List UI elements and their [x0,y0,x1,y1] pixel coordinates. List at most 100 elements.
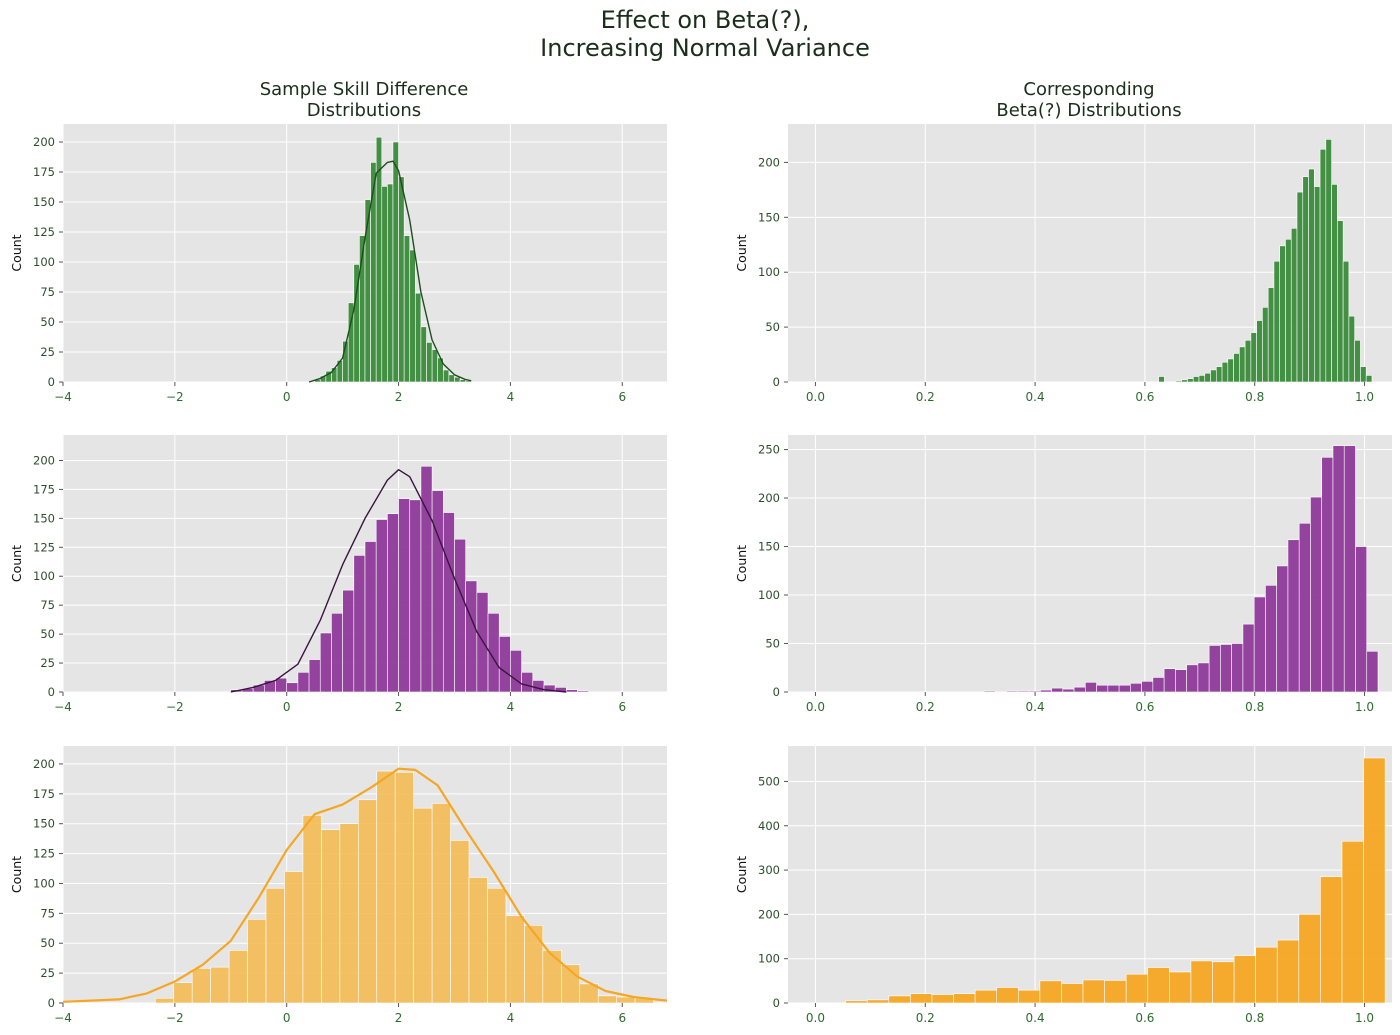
histogram-bar [910,993,933,1004]
histogram-bar [1308,168,1315,383]
histogram-bar [1296,191,1304,383]
histogram-bar [1319,148,1327,383]
histogram-bar [1187,378,1194,383]
y-tick-label: 100 [758,265,780,279]
histogram-bar [319,632,332,693]
histogram-bar [1169,971,1192,1004]
x-tick-label: 0.6 [1135,1011,1154,1025]
histogram-bar [1267,287,1275,383]
panel-middle-left: −4 −2 0 2 4 6 0 25 50 75 100 125 150 175 200 Count [9,435,667,714]
right-column-title-line2: Beta(?) Distributions [996,100,1181,121]
histogram-bar [1253,596,1266,693]
y-tick-label: 50 [765,637,780,651]
y-tick-label: 0 [773,685,780,699]
y-tick-label: 150 [758,540,780,554]
histogram-bar [1337,220,1344,383]
histogram-bar [468,877,488,1004]
x-tick-label: 0 [283,390,291,404]
histogram-bar [265,887,285,1004]
x-tick-label: 0 [283,1011,291,1025]
histogram-bar [1276,565,1289,693]
histogram-bar [1331,184,1338,383]
histogram-bar [1125,973,1149,1004]
y-tick-label: 150 [758,210,780,224]
histogram-bar [1302,176,1309,383]
histogram-bar [1366,650,1379,693]
panel-top-right: 0.0 0.2 0.4 0.6 0.8 1.0 0 50 100 150 200 Count [734,124,1392,404]
histogram-bar [364,541,377,693]
histogram-bar [1147,967,1170,1004]
y-axis-label: Count [9,545,24,582]
histogram-bar [1062,688,1075,693]
x-tick-label: 0.4 [1026,1011,1045,1025]
histogram-bar [1017,690,1030,693]
y-tick-label: 50 [765,320,780,334]
histogram-bar [1273,260,1281,383]
y-tick-label: 125 [33,540,55,554]
histogram-bar [532,680,545,693]
histogram-bar [1343,445,1356,693]
histogram-bar [1354,339,1361,383]
histogram-bar [1363,757,1386,1004]
histogram-bar [521,672,534,693]
histogram-bar [210,966,230,1004]
histogram-bar [1360,366,1367,383]
histogram-bar [1039,980,1062,1004]
histogram-bar [364,199,371,383]
histogram-bar [1221,361,1229,383]
histogram-bar [1290,227,1298,383]
histogram-bar [321,829,341,1004]
histogram-bar [1239,346,1246,383]
histogram-bar [409,499,422,693]
x-tick-label: 1.0 [1355,390,1374,404]
histogram-bar [1256,320,1263,383]
histogram-bar [1231,643,1244,693]
histogram-bar [1298,914,1321,1004]
histogram-bar [1017,989,1041,1004]
histogram-bar [1355,546,1368,693]
histogram-bar [1082,979,1105,1004]
histogram-bar [1028,690,1041,693]
histogram-bar [302,815,322,1004]
y-tick-label: 75 [40,285,55,299]
x-tick-label: −4 [54,1011,72,1025]
y-tick-label: 75 [40,598,55,612]
histogram-bar [357,799,378,1004]
y-tick-label: 200 [758,155,780,169]
histogram-bar [1104,980,1127,1004]
histogram-bar [1118,684,1131,693]
histogram-bar [387,513,399,693]
y-tick-label: 150 [33,195,55,209]
x-tick-label: 0.8 [1245,1011,1264,1025]
histogram-bar [454,376,461,383]
histogram-bar [1320,876,1343,1004]
histogram-bar [1233,353,1240,383]
y-tick-label: 175 [33,482,55,496]
histogram-bar [487,887,507,1004]
histogram-bar [394,771,414,1004]
histogram-bar [1130,682,1142,693]
right-column-title-line1: Corresponding [1023,79,1154,100]
histogram-bar [1175,380,1182,383]
y-tick-label: 175 [33,787,55,801]
histogram-bar [866,999,890,1004]
histogram-bar [1158,376,1165,383]
histogram-bar [284,871,304,1004]
histogram-bar [409,249,416,383]
histogram-bar [454,538,466,693]
panel-bottom-right: 0.0 0.2 0.4 0.6 0.8 1.0 0 100 200 300 400 500 Count [734,746,1392,1025]
histogram-bar [974,989,998,1004]
x-tick-label: 0.0 [806,700,825,714]
histogram-bar [398,498,411,693]
histogram-bar [1265,585,1277,693]
histogram-bar [579,983,599,1004]
histogram-bar [1332,445,1345,693]
histogram-bar [566,689,578,693]
y-tick-label: 0 [48,685,55,699]
y-tick-label: 150 [33,511,55,525]
histogram-bar [1186,664,1199,693]
histogram-bar [1197,662,1210,693]
y-tick-label: 150 [33,817,55,831]
histogram-bar [1276,939,1300,1004]
histogram-bar [524,925,544,1004]
